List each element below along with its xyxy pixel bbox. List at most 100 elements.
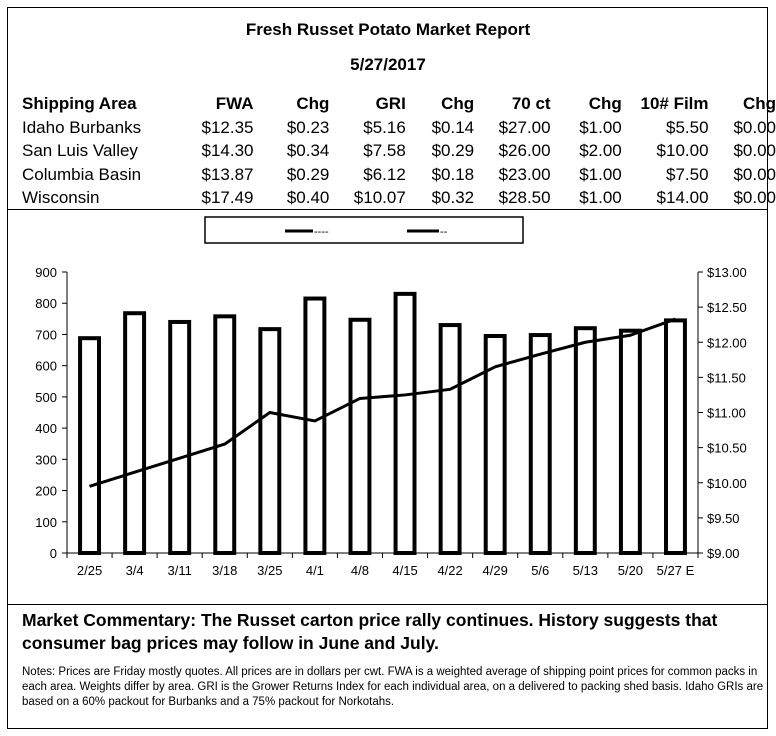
notes-text: Notes: Prices are Friday mostly quotes. … <box>22 666 764 708</box>
table-cell: $7.58 <box>363 141 406 161</box>
table-cell: San Luis Valley <box>22 141 138 161</box>
table-cell: $10.00 <box>656 141 709 161</box>
col-header-area: Shipping Area <box>22 93 137 113</box>
x-tick-label: 4/29 <box>483 563 508 578</box>
table-cell: $17.49 <box>201 188 254 208</box>
report-date: 5/27/2017 <box>350 55 426 74</box>
left-tick-label: 700 <box>35 327 57 342</box>
table-cell: Idaho Burbanks <box>22 117 142 137</box>
x-tick-label: 3/4 <box>126 563 144 578</box>
left-tick-label: 300 <box>35 452 57 467</box>
table-cell: $0.34 <box>286 141 330 161</box>
table-cell: $5.16 <box>363 117 406 137</box>
x-tick-label: 4/15 <box>392 563 417 578</box>
x-tick-label: 5/13 <box>573 563 598 578</box>
bar <box>573 326 597 555</box>
x-tick-label: 3/11 <box>168 563 192 578</box>
table-cell: $26.00 <box>498 141 551 161</box>
report-title: Fresh Russet Potato Market Report <box>245 20 531 39</box>
table-row: Wisconsin $17.49 $0.40 $10.07 $0.32 $28.… <box>22 187 776 211</box>
x-tick-label: 5/27 E <box>657 563 695 578</box>
x-tick-label: 5/20 <box>618 563 643 578</box>
bar <box>528 333 552 555</box>
right-tick-label: $9.50 <box>707 511 740 526</box>
left-tick-label: 600 <box>35 359 57 374</box>
table-cell: $27.00 <box>498 117 551 137</box>
col-header-70ct: 70 ct <box>511 93 551 113</box>
left-tick-label: 200 <box>35 484 57 499</box>
table-cell: $14.30 <box>201 141 254 161</box>
table-cell: $13.87 <box>201 164 254 184</box>
left-tick-label: 800 <box>35 296 57 311</box>
table-cell: $0.23 <box>286 117 330 137</box>
left-tick-label: 100 <box>35 515 57 530</box>
table-cell: $0.00 <box>733 141 776 161</box>
left-tick-label: 400 <box>35 421 57 436</box>
right-tick-label: $10.00 <box>707 476 747 491</box>
bar <box>168 319 192 556</box>
col-header-70ct-chg: Chg <box>588 93 622 113</box>
right-tick-label: $10.50 <box>707 441 747 456</box>
bar <box>258 327 282 555</box>
table-row: Idaho Burbanks $12.35 $0.23 $5.16 $0.14 … <box>22 116 776 140</box>
bar <box>303 296 327 555</box>
bar <box>663 318 687 556</box>
col-header-fwa: FWA <box>215 93 254 113</box>
left-tick-label: 500 <box>35 390 57 405</box>
x-tick-label: 3/25 <box>257 563 282 578</box>
x-tick-label: 4/8 <box>351 563 369 578</box>
right-tick-label: $13.00 <box>707 265 747 280</box>
table-cell: $5.50 <box>665 117 709 137</box>
legend-line-label: -- <box>440 226 448 238</box>
table-cell: $7.50 <box>665 164 709 184</box>
table-cell: $23.00 <box>498 164 551 184</box>
bar <box>438 323 462 555</box>
right-tick-label: $12.50 <box>707 300 747 315</box>
col-header-gri-chg: Chg <box>441 93 475 113</box>
table-cell: Columbia Basin <box>22 164 142 184</box>
table-cell: $0.29 <box>431 141 475 161</box>
bar <box>618 328 642 555</box>
table-cell: $1.00 <box>579 164 622 184</box>
x-tick-label: 2/25 <box>77 563 102 578</box>
report-frame <box>7 7 768 729</box>
x-tick-label: 3/18 <box>212 563 237 578</box>
col-header-film: 10# Film <box>640 93 709 113</box>
bar <box>393 291 417 555</box>
left-tick-label: 900 <box>35 265 57 280</box>
price-line <box>89 317 676 488</box>
table-cell: $0.14 <box>431 117 475 137</box>
combo-chart: 0 100 200 300 400 500 600 700 800 900 $9.00 $9.50 $1… <box>35 216 747 578</box>
right-tick-label: $9.00 <box>707 546 740 561</box>
table-cell: $6.12 <box>363 164 406 184</box>
price-table: Shipping Area FWA Chg GRI Chg 70 ct Chg … <box>22 91 776 210</box>
table-header-row: Shipping Area FWA Chg GRI Chg 70 ct Chg … <box>22 91 776 116</box>
table-cell: Wisconsin <box>22 188 100 208</box>
x-tick-label: 4/22 <box>437 563 462 578</box>
table-row: San Luis Valley $14.30 $0.34 $7.58 $0.29… <box>22 140 776 164</box>
market-commentary: Market Commentary: The Russet carton pri… <box>22 610 718 653</box>
table-cell: $2.00 <box>579 141 622 161</box>
table-cell: $0.18 <box>431 164 475 184</box>
table-cell: $0.00 <box>733 188 776 208</box>
right-tick-label: $11.50 <box>707 370 746 385</box>
x-tick-label: 5/6 <box>531 563 549 578</box>
col-header-film-chg: Chg <box>742 93 776 113</box>
table-cell: $14.00 <box>656 188 709 208</box>
col-header-gri: GRI <box>375 93 406 113</box>
table-cell: $0.32 <box>431 188 475 208</box>
table-cell: $0.00 <box>733 117 776 137</box>
table-cell: $0.29 <box>286 164 330 184</box>
right-tick-label: $12.00 <box>707 335 747 350</box>
table-cell: $28.50 <box>498 188 551 208</box>
table-cell: $0.40 <box>286 188 330 208</box>
legend-bar-label: ---- <box>314 226 329 238</box>
bar <box>78 336 102 555</box>
right-tick-label: $11.00 <box>707 406 746 421</box>
bar <box>123 311 147 555</box>
bar <box>213 314 237 555</box>
x-tick-label: 4/1 <box>306 563 324 578</box>
table-cell: $1.00 <box>579 188 622 208</box>
table-row: Columbia Basin $13.87 $0.29 $6.12 $0.18 … <box>22 163 776 187</box>
table-cell: $12.35 <box>201 117 254 137</box>
